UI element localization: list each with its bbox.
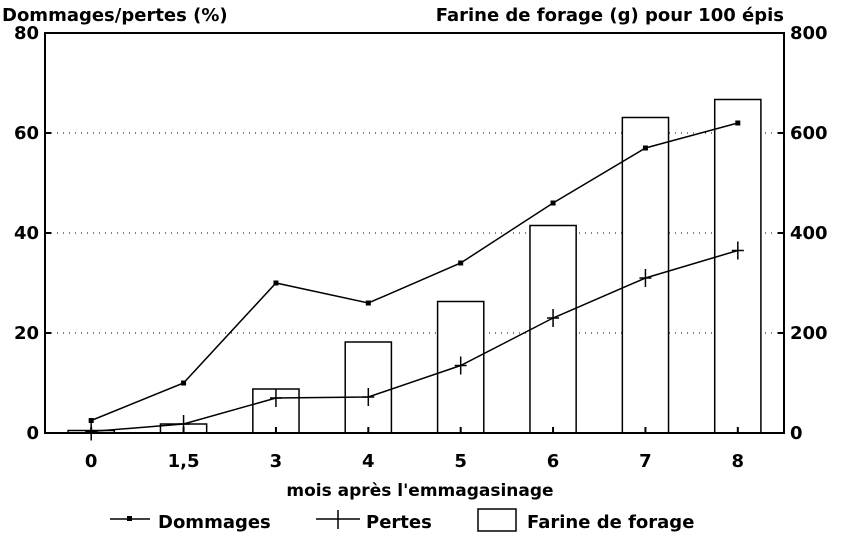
legend-item-farine: Farine de forage: [477, 508, 694, 533]
point-pertes: [177, 415, 190, 433]
legend-item-dommages: Dommages: [110, 512, 271, 533]
bar-farine-de-forage: [529, 224, 577, 434]
point-dommages: [181, 380, 187, 386]
point-pertes: [362, 388, 375, 406]
left-tick-label: 60: [14, 123, 39, 144]
point-dommages: [365, 300, 371, 306]
left-tick-label: 20: [14, 323, 39, 344]
x-tick-label: 3: [270, 451, 283, 472]
left-tick-label: 40: [14, 223, 39, 244]
x-tick-label: 6: [547, 451, 560, 472]
legend-label-pertes: Pertes: [366, 512, 432, 533]
bar-farine-de-forage: [713, 98, 762, 434]
point-pertes: [269, 389, 282, 407]
point-pertes: [547, 309, 560, 327]
point-dommages: [642, 145, 648, 151]
bars: [67, 98, 762, 434]
grid: [45, 132, 784, 334]
left-axis-ticks: 0 20 40 60 80: [14, 23, 51, 444]
right-tick-label: 0: [790, 423, 803, 444]
left-tick-label: 0: [26, 423, 39, 444]
point-pertes: [85, 422, 98, 441]
bar-farine-de-forage: [344, 341, 393, 434]
left-tick-label: 80: [14, 23, 39, 44]
point-dommages: [550, 200, 556, 206]
x-tick-label: 4: [362, 451, 375, 472]
right-axis-title: Farine de forage (g) pour 100 épis: [436, 5, 784, 26]
x-tick-label: 5: [454, 451, 467, 472]
line-dommages: [90, 122, 739, 422]
series-lines: [85, 120, 744, 441]
x-axis-title: mois après l'emmagasinage: [286, 481, 553, 501]
right-tick-label: 800: [790, 23, 828, 44]
point-pertes: [639, 269, 652, 287]
point-dommages: [88, 418, 94, 423]
line-pertes: [91, 249, 739, 433]
right-axis-ticks: 0 200 400 600 800: [778, 23, 828, 444]
left-axis-title: Dommages/pertes (%): [2, 5, 228, 26]
right-tick-label: 600: [790, 123, 828, 144]
right-tick-label: 400: [790, 223, 828, 244]
x-tick-label: 7: [639, 451, 652, 472]
legend-label-dommages: Dommages: [158, 512, 271, 533]
right-tick-label: 200: [790, 323, 828, 344]
point-dommages: [273, 280, 279, 286]
point-pertes: [731, 241, 744, 260]
legend-label-farine: Farine de forage: [527, 512, 694, 533]
legend-item-pertes: Pertes: [316, 510, 432, 533]
x-tick-label: 0: [85, 451, 98, 472]
point-dommages: [458, 260, 464, 266]
point-pertes: [454, 356, 467, 375]
legend: Dommages Pertes Farine de forage: [110, 508, 694, 533]
plot-frame: [44, 32, 785, 434]
x-tick-label: 8: [732, 451, 745, 472]
x-tick-label: 1,5: [168, 451, 200, 472]
point-dommages: [735, 120, 741, 126]
